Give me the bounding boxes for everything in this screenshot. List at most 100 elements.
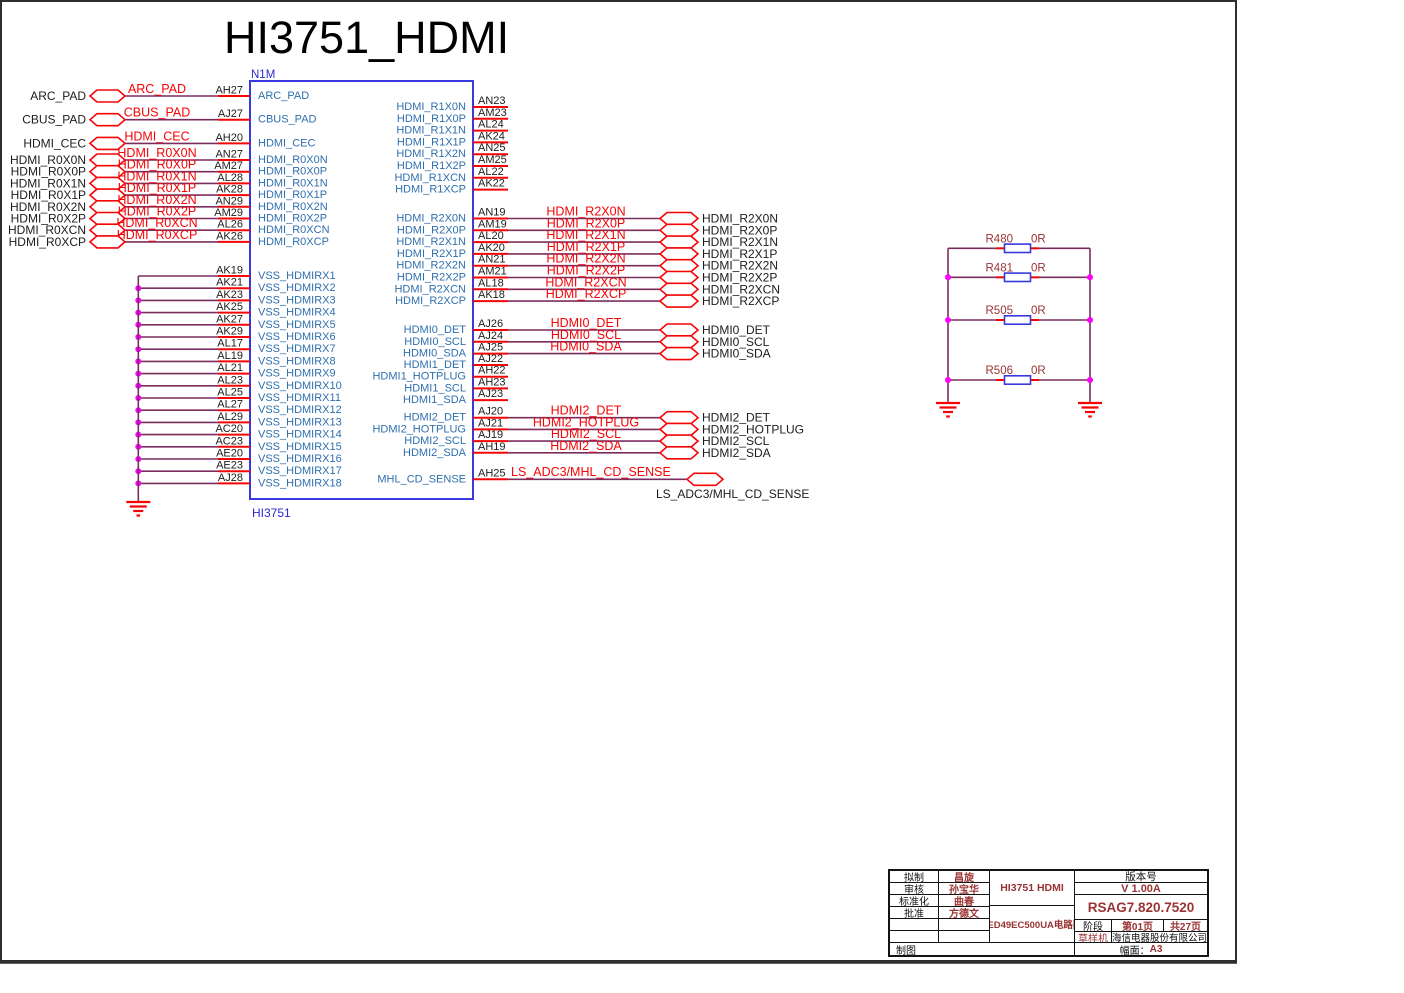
port-icon: [88, 136, 127, 151]
pin-number: AJ23: [478, 388, 503, 400]
net-label: HDMI0_SDA: [550, 340, 622, 354]
stage-label-cell: 阶段: [1075, 920, 1112, 932]
title-block: HI3751 HDMI LED49EC500UA电路图 制图 版本号 V 1.0…: [888, 869, 1209, 957]
pin-number: AK23: [216, 289, 243, 301]
port-label: HDMI0_SDA: [702, 347, 771, 361]
approval-name-cell: [939, 931, 990, 943]
pin-number: AJ24: [478, 330, 503, 342]
port-icon: [658, 410, 700, 425]
pin-number: AH25: [478, 467, 506, 479]
pin-name: VSS_HDMIRX12: [258, 404, 342, 416]
pin-name: HDMI_R2X1N: [396, 236, 466, 248]
pin-number: AL17: [217, 338, 243, 350]
pin-number: AL25: [217, 387, 243, 399]
board-name-cell: LED49EC500UA电路图: [990, 906, 1075, 943]
junction-dot: [945, 317, 951, 323]
net-label: HDMI_R2XCP: [546, 287, 627, 301]
net-label: HDMI_R0X0P: [118, 158, 197, 172]
net-label: HDMI_R0X1P: [118, 181, 197, 195]
pin-name: HDMI_R1XCN: [394, 172, 466, 184]
pin-number: AL19: [217, 350, 243, 362]
pin-number: AH22: [478, 365, 506, 377]
pin-number: AH23: [478, 376, 506, 388]
pin-name: VSS_HDMIRX6: [258, 331, 336, 343]
sheet-size-value: A3: [1149, 943, 1163, 955]
pin-name: VSS_HDMIRX13: [258, 416, 342, 428]
pin-number: AK22: [478, 178, 505, 190]
pages-total-cell: 共27页: [1164, 920, 1207, 932]
pin-number: AL29: [217, 411, 243, 423]
port-label: HDMI_R0X1P: [11, 188, 86, 202]
junction-dot: [1087, 274, 1093, 281]
drawing-label-cell: 制图: [890, 943, 1075, 955]
pin-name: HDMI_R1X1P: [397, 136, 466, 148]
port-icon: [658, 247, 700, 261]
pin-name: HDMI2_HOTPLUG: [372, 423, 466, 435]
pin-name: HDMI_R1X2N: [396, 148, 466, 160]
pin-number: AJ21: [478, 417, 503, 429]
approval-role-cell: 拟制: [890, 871, 939, 883]
pin-name: HDMI_R1X0P: [397, 113, 466, 125]
pin-name: HDMI_R2XCP: [395, 295, 466, 307]
pin-number: AN21: [478, 254, 506, 266]
port-label: HDMI_R0XCN: [8, 223, 86, 237]
pin-number: AE20: [216, 448, 243, 460]
pin-number: AL20: [478, 230, 504, 242]
net-label: HDMI0_DET: [551, 316, 622, 330]
pin-name: HDMI_R0X1P: [258, 189, 327, 201]
approval-role-cell: [890, 919, 939, 931]
pin-name: HDMI_R1X0N: [396, 101, 466, 113]
resistor-value: 0R: [1031, 365, 1046, 377]
approval-role-cell: 批准: [890, 907, 939, 919]
pin-number: AL21: [217, 362, 243, 374]
pin-name: HDMI_R2X2P: [397, 272, 466, 284]
resistor-value: 0R: [1031, 262, 1046, 274]
pin-name: HDMI_R2X0N: [396, 213, 466, 225]
pin-name: VSS_HDMIRX16: [258, 453, 342, 465]
port-label: HDMI2_SCL: [702, 434, 770, 448]
pin-number: AC23: [215, 435, 243, 447]
pin-number: AL27: [217, 399, 243, 411]
pin-number: AJ25: [478, 342, 503, 354]
port-icon: [658, 223, 700, 238]
port-icon: [658, 334, 700, 349]
prototype-label-cell: 草样机: [1075, 932, 1112, 943]
pin-name: HDMI1_DET: [404, 359, 467, 371]
sheet-frame: [0, 0, 1237, 962]
pin-number: AL24: [478, 119, 504, 131]
pin-name: HDMI_R2X1P: [397, 248, 466, 260]
net-label: HDMI_R0X2N: [117, 193, 196, 207]
port-label: HDMI_R2X0N: [702, 212, 778, 226]
pin-number: AE23: [216, 460, 243, 472]
pin-name: VSS_HDMIRX5: [258, 319, 336, 331]
pin-name: HDMI2_SDA: [403, 447, 467, 459]
port-label: LS_ADC3/MHL_CD_SENSE: [656, 487, 809, 501]
port-label: HDMI_R0X2N: [10, 200, 86, 214]
pin-number: AK27: [216, 313, 243, 325]
pin-name: VSS_HDMIRX8: [258, 355, 336, 367]
net-label: HDMI_CEC: [124, 129, 189, 143]
pin-number: AJ28: [218, 472, 243, 484]
company-name-cell: 海信电器股份有限公司: [1112, 933, 1207, 943]
pin-number: AM25: [478, 154, 507, 166]
pin-name: VSS_HDMIRX10: [258, 380, 342, 392]
port-label: HDMI_R2X2N: [702, 259, 778, 273]
chip-body: [249, 80, 474, 500]
net-label: HDMI_R0XCN: [116, 216, 197, 230]
pin-name: HDMI_R2XCN: [394, 283, 466, 295]
net-label: HDMI_R2X2P: [547, 264, 626, 278]
approval-role-cell: 标准化: [890, 895, 939, 907]
pin-name: VSS_HDMIRX4: [258, 307, 336, 319]
pin-name: HDMI2_SCL: [404, 435, 466, 447]
approval-role-cell: [890, 931, 939, 943]
net-label: HDMI_R2X1P: [547, 240, 626, 254]
pin-name: HDMI_R2X0P: [397, 224, 466, 236]
net-label: HDMI2_DET: [551, 404, 622, 418]
port-icon: [658, 434, 700, 448]
pin-number: AL23: [217, 374, 243, 386]
port-label: HDMI_R0X0P: [11, 165, 86, 179]
pin-name: VSS_HDMIRX3: [258, 294, 336, 306]
pin-name: VSS_HDMIRX17: [258, 465, 342, 477]
pin-name: HDMI_R2X2N: [396, 260, 466, 272]
